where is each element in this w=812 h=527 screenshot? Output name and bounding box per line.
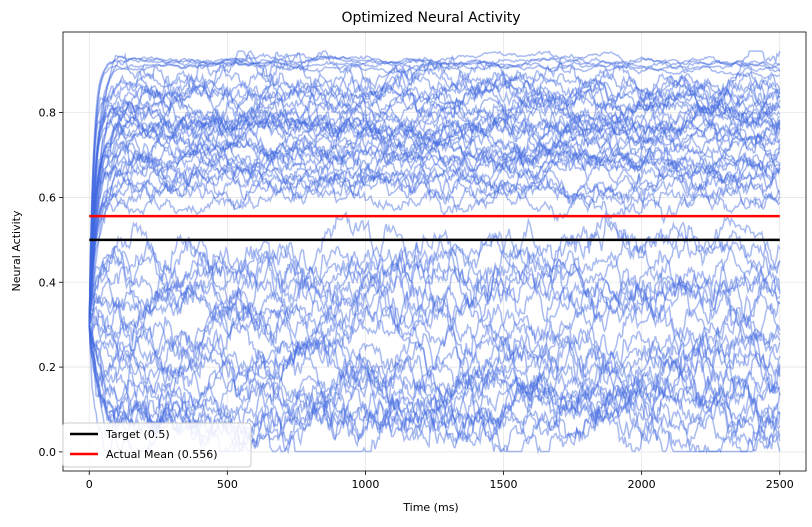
y-tick-label-1: 0.2 <box>39 361 57 374</box>
neuron-trace-7 <box>88 71 781 325</box>
neuron-trace-51 <box>88 320 781 417</box>
neuron-trace-10 <box>88 77 781 325</box>
neuron-trace-20 <box>88 100 780 325</box>
neuron-trace-24 <box>88 108 781 325</box>
neuron-trace-45 <box>88 250 781 352</box>
neuron-trace-0 <box>88 53 780 325</box>
neuron-trace-9 <box>88 53 781 325</box>
neuron-trace-42 <box>88 249 781 329</box>
neuron-trace-33 <box>88 147 781 325</box>
neuron-trace-36 <box>88 164 781 325</box>
neuron-trace-47 <box>88 256 781 360</box>
neuron-traces <box>88 50 781 455</box>
legend-label-actual-mean: Actual Mean (0.556) <box>106 448 218 461</box>
legend-label-target: Target (0.5) <box>105 428 170 441</box>
neuron-trace-11 <box>88 70 781 325</box>
neuron-trace-8 <box>88 51 781 325</box>
neuron-trace-37 <box>88 154 781 325</box>
x-axis-ticks: 0 500 1000 1500 2000 2500 <box>86 471 794 491</box>
neuron-trace-17 <box>88 108 781 325</box>
neuron-trace-12 <box>88 66 781 325</box>
y-tick-label-2: 0.4 <box>39 276 57 289</box>
neuron-trace-16 <box>88 72 781 325</box>
y-tick-label-4: 0.8 <box>39 107 57 120</box>
neuron-trace-18 <box>88 87 781 325</box>
neuron-trace-6 <box>88 59 781 325</box>
neuron-trace-26 <box>88 102 781 325</box>
neuron-trace-50 <box>88 293 781 420</box>
reference-lines <box>89 214 780 242</box>
neuron-trace-54 <box>88 324 781 435</box>
neuron-trace-52 <box>88 324 781 408</box>
neuron-trace-46 <box>88 271 781 352</box>
neuron-trace-21 <box>88 104 781 325</box>
neuron-trace-1 <box>88 50 781 325</box>
x-tick-label-0: 0 <box>86 478 93 491</box>
neuron-trace-32 <box>88 155 781 325</box>
legend-box <box>62 422 252 468</box>
neuron-trace-63 <box>88 324 781 455</box>
x-tick-label-3: 1500 <box>490 478 518 491</box>
y-tick-label-3: 0.6 <box>39 191 57 204</box>
y-axis-ticks: 0.0 0.2 0.4 0.6 0.8 <box>39 107 63 459</box>
x-tick-label-5: 2500 <box>766 478 794 491</box>
neuron-trace-49 <box>88 317 781 379</box>
neuron-trace-58 <box>88 324 781 439</box>
neuron-trace-34 <box>88 150 781 325</box>
neuron-trace-44 <box>88 239 781 343</box>
legend: Target (0.5) Actual Mean (0.556) <box>62 422 252 468</box>
neuron-trace-40 <box>88 216 781 325</box>
neuron-trace-43 <box>88 244 781 342</box>
x-tick-label-2: 1000 <box>351 478 379 491</box>
neuron-trace-27 <box>88 125 781 325</box>
neuron-trace-5 <box>88 50 781 325</box>
neuron-trace-13 <box>88 72 781 325</box>
neuron-trace-57 <box>88 324 781 439</box>
neuron-trace-41 <box>88 241 781 332</box>
y-tick-label-0: 0.0 <box>39 446 57 459</box>
chart-title: Optimized Neural Activity <box>341 10 520 26</box>
neuron-trace-35 <box>88 162 781 325</box>
neuron-trace-30 <box>88 134 781 325</box>
x-tick-label-1: 500 <box>217 478 238 491</box>
plot-frame <box>62 31 807 472</box>
neuron-trace-31 <box>88 147 781 325</box>
neuron-trace-15 <box>88 90 781 325</box>
neuron-trace-19 <box>88 90 781 325</box>
neuron-trace-60 <box>88 324 781 455</box>
x-axis-label: Time (ms) <box>402 501 458 514</box>
neuron-trace-2 <box>88 55 781 325</box>
neuron-trace-55 <box>88 324 781 425</box>
neuron-trace-29 <box>88 134 781 325</box>
x-tick-label-4: 2000 <box>628 478 656 491</box>
neuron-trace-25 <box>88 120 781 325</box>
neuron-trace-39 <box>88 210 781 325</box>
y-axis-label: Neural Activity <box>10 210 23 291</box>
neuron-trace-3 <box>88 55 781 325</box>
neuron-trace-48 <box>88 295 781 376</box>
neuron-trace-53 <box>88 324 781 427</box>
neuron-trace-28 <box>88 132 781 325</box>
neuron-trace-59 <box>88 324 781 453</box>
neuron-trace-22 <box>88 109 781 325</box>
neuron-trace-14 <box>88 89 781 325</box>
neuron-trace-23 <box>88 104 780 325</box>
neuron-trace-4 <box>88 57 781 325</box>
